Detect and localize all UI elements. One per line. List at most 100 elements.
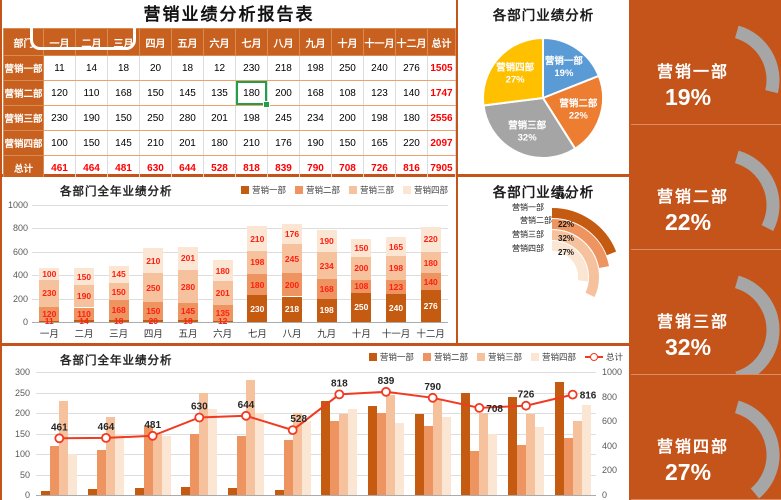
column-header[interactable]: 九月 (299, 28, 332, 56)
pie-chart-panel[interactable]: 各部门业绩分析 营销一部 19% 营销二部 22% 营销三部 32% 营销四部 27% (458, 0, 629, 174)
table-cell[interactable]: 230 (235, 55, 268, 81)
legend-item[interactable]: 营销一部 (240, 184, 286, 196)
column-header[interactable]: 十二月 (395, 28, 428, 56)
combo-chart-plot: 0 50 100 150 200 250 300 0 200 400 600 800 1000 (2, 346, 629, 500)
legend-item[interactable]: 营销三部 (348, 184, 394, 196)
table-cell[interactable]: 150 (331, 130, 364, 156)
table-cell[interactable]: 176 (267, 130, 300, 156)
column-header[interactable]: 五月 (171, 28, 204, 56)
table-cell[interactable]: 110 (75, 80, 108, 106)
column-header[interactable]: 十一月 (363, 28, 396, 56)
table-cell[interactable]: 180 (203, 130, 236, 156)
table-cell[interactable]: 120 (43, 80, 76, 106)
legend-item[interactable]: 营销三部 (476, 351, 522, 363)
table-cell[interactable]: 250 (139, 105, 172, 131)
column-header[interactable]: 总计 (427, 28, 456, 56)
table-cell[interactable]: 190 (299, 130, 332, 156)
legend-swatch (240, 186, 249, 194)
column-header[interactable]: 七月 (235, 28, 268, 56)
column-header[interactable]: 十月 (331, 28, 364, 56)
stacked-bar-segment (74, 267, 94, 286)
selection-fill-handle[interactable] (263, 101, 270, 108)
pie-chart: 营销一部 19% 营销二部 22% 营销三部 32% 营销四部 27% (482, 36, 604, 159)
bar-data-label: 108 (354, 281, 369, 292)
bar-data-label: 230 (250, 303, 265, 314)
table-cell[interactable]: 218 (267, 55, 300, 81)
table-cell[interactable]: 245 (267, 105, 300, 131)
table-cell[interactable]: 190 (75, 105, 108, 131)
table-cell[interactable]: 201 (203, 105, 236, 131)
table-cell[interactable]: 108 (331, 80, 364, 106)
bar-data-label: 210 (250, 233, 265, 244)
radial-ring-3 (551, 230, 599, 298)
legend-item[interactable]: 营销二部 (294, 184, 340, 196)
column-header[interactable]: 四月 (139, 28, 172, 56)
row-header[interactable]: 营销四部 (3, 130, 44, 156)
table-cell[interactable]: 135 (203, 80, 236, 106)
row-header[interactable]: 营销三部 (3, 105, 44, 131)
radial-chart-panel[interactable]: 各部门业绩分析 营销一部 19% 营销二部 22% 营销三部 32% 营销四部 27% (458, 177, 629, 343)
legend-item[interactable]: 营销四部 (530, 351, 576, 363)
table-cell[interactable]: 145 (171, 80, 204, 106)
legend-item[interactable]: 营销一部 (368, 351, 414, 363)
selected-cell[interactable]: 180 (235, 80, 270, 108)
table-cell[interactable]: 18 (171, 55, 204, 81)
table-header-row: 部门 一月 二月 三月 四月 五月 六月 七月 八月 九月 十月 十一月 十二月 总计 (3, 28, 456, 56)
table-cell[interactable]: 145 (107, 130, 140, 156)
bar-data-label: 12 (217, 316, 228, 327)
pie-slice-3 (482, 96, 577, 159)
table-cell[interactable]: 198 (235, 105, 268, 131)
combo-bar (554, 381, 564, 495)
table-cell[interactable]: 276 (395, 55, 428, 81)
bar-data-label: 200 (284, 279, 300, 290)
table-cell[interactable]: 280 (171, 105, 204, 131)
bar-data-label: 11 (44, 316, 54, 327)
table-cell[interactable]: 140 (395, 80, 428, 106)
table-cell[interactable]: 20 (139, 55, 172, 81)
column-header[interactable]: 二月 (75, 28, 108, 56)
table-cell[interactable]: 250 (331, 55, 364, 81)
table-cell[interactable]: 123 (363, 80, 396, 106)
bar-data-label: 100 (42, 268, 57, 279)
legend-item-total[interactable]: 总计 (584, 351, 623, 363)
legend-item[interactable]: 营销四部 (402, 184, 448, 196)
table-cell[interactable]: 168 (107, 80, 140, 106)
y-axis-tick-label: 1000 (7, 200, 28, 210)
table-cell[interactable]: 200 (331, 105, 364, 131)
row-header[interactable]: 营销一部 (3, 55, 44, 81)
table-cell[interactable]: 11 (43, 55, 76, 81)
table-cell[interactable]: 240 (363, 55, 396, 81)
table-cell[interactable]: 100 (43, 130, 76, 156)
table-cell[interactable]: 14 (75, 55, 108, 81)
table-cell[interactable]: 198 (299, 55, 332, 81)
table-cell[interactable]: 198 (363, 105, 396, 131)
table-cell[interactable]: 150 (139, 80, 172, 106)
legend-label: 营销四部 (541, 352, 576, 362)
column-header[interactable]: 六月 (203, 28, 236, 56)
row-header[interactable]: 营销二部 (3, 80, 44, 106)
stacked-bar-segment (247, 250, 268, 275)
table-cell[interactable]: 200 (267, 80, 300, 106)
combo-bar (348, 408, 358, 495)
combo-chart-panel[interactable]: 各部门全年业绩分析 营销一部 营销二部 营销三部 营销四部 总计 0 50 100 150 20… (2, 346, 629, 500)
table-cell[interactable]: 150 (75, 130, 108, 156)
bar-data-label: 190 (319, 235, 334, 246)
bar-data-label: 150 (146, 305, 161, 316)
table-cell[interactable]: 12 (203, 55, 236, 81)
table-cell[interactable]: 210 (139, 130, 172, 156)
table-cell[interactable]: 220 (395, 130, 428, 156)
table-cell[interactable]: 201 (171, 130, 204, 156)
column-header[interactable]: 八月 (267, 28, 300, 56)
table-cell[interactable]: 230 (43, 105, 76, 131)
table-cell[interactable]: 168 (299, 80, 332, 106)
legend-item[interactable]: 营销二部 (422, 351, 468, 363)
stacked-bar-segment (247, 295, 268, 322)
table-cell[interactable]: 18 (107, 55, 140, 81)
table-cell[interactable]: 150 (107, 105, 140, 131)
table-cell[interactable]: 210 (235, 130, 268, 156)
table-cell[interactable]: 165 (363, 130, 396, 156)
table-cell[interactable]: 234 (299, 105, 332, 131)
stacked-chart-panel[interactable]: 各部门全年业绩分析 营销一部 营销二部 营销三部 营销四部 0 200 400 600 800… (2, 177, 456, 343)
column-total-cell: 708 (331, 155, 364, 181)
table-cell[interactable]: 180 (395, 105, 428, 131)
